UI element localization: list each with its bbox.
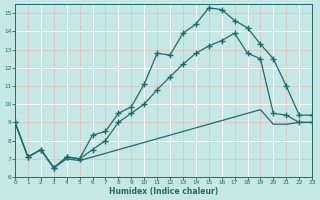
X-axis label: Humidex (Indice chaleur): Humidex (Indice chaleur) (109, 187, 218, 196)
